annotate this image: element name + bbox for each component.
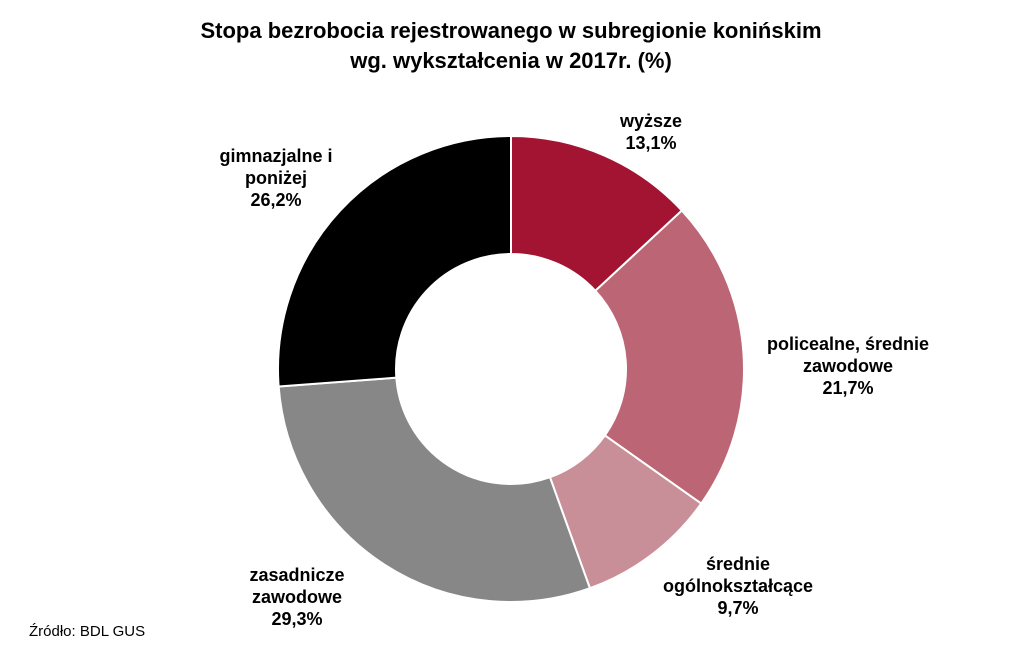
- slice-label-4: gimnazjalne i poniżej 26,2%: [220, 145, 333, 211]
- slice-3: [277, 376, 592, 603]
- chart-subtitle: wg. wykształcenia w 2017r. (%): [350, 48, 672, 73]
- slice-4: [277, 134, 512, 388]
- slice-1: [593, 209, 745, 505]
- slice-label-1: policealne, średnie zawodowe 21,7%: [767, 333, 929, 399]
- slice-label-4-line-0: gimnazjalne i: [219, 146, 333, 166]
- slice-label-2-line-0: średnie: [706, 554, 771, 574]
- chart-title-block: Stopa bezrobocia rejestrowanego w subreg…: [0, 16, 1022, 76]
- slice-value-0: 13,1%: [625, 133, 677, 153]
- slice-value-4: 26,2%: [250, 190, 302, 210]
- slice-label-1-line-1: zawodowe: [803, 356, 894, 376]
- slice-label-3-line-0: zasadnicze: [249, 565, 345, 585]
- slice-label-4-line-1: poniżej: [245, 168, 308, 188]
- slice-value-3: 29,3%: [271, 609, 323, 629]
- slice-value-1: 21,7%: [822, 378, 874, 398]
- slice-label-3: zasadnicze zawodowe 29,3%: [250, 564, 345, 630]
- slice-label-2: średnie ogólnokształcące 9,7%: [663, 553, 813, 619]
- slice-label-3-line-1: zawodowe: [252, 587, 343, 607]
- source-note: Źródło: BDL GUS: [29, 623, 146, 640]
- slice-value-2: 9,7%: [717, 598, 759, 618]
- chart-title: Stopa bezrobocia rejestrowanego w subreg…: [200, 18, 822, 43]
- slice-label-2-line-1: ogólnokształcące: [663, 576, 814, 596]
- slice-label-0: wyższe 13,1%: [620, 110, 682, 154]
- slice-label-1-line-0: policealne, średnie: [767, 334, 930, 354]
- slice-0: [510, 134, 684, 293]
- slice-label-0-line-0: wyższe: [620, 111, 683, 131]
